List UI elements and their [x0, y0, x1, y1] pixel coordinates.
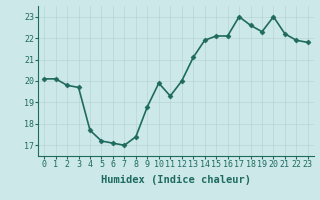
X-axis label: Humidex (Indice chaleur): Humidex (Indice chaleur)	[101, 175, 251, 185]
